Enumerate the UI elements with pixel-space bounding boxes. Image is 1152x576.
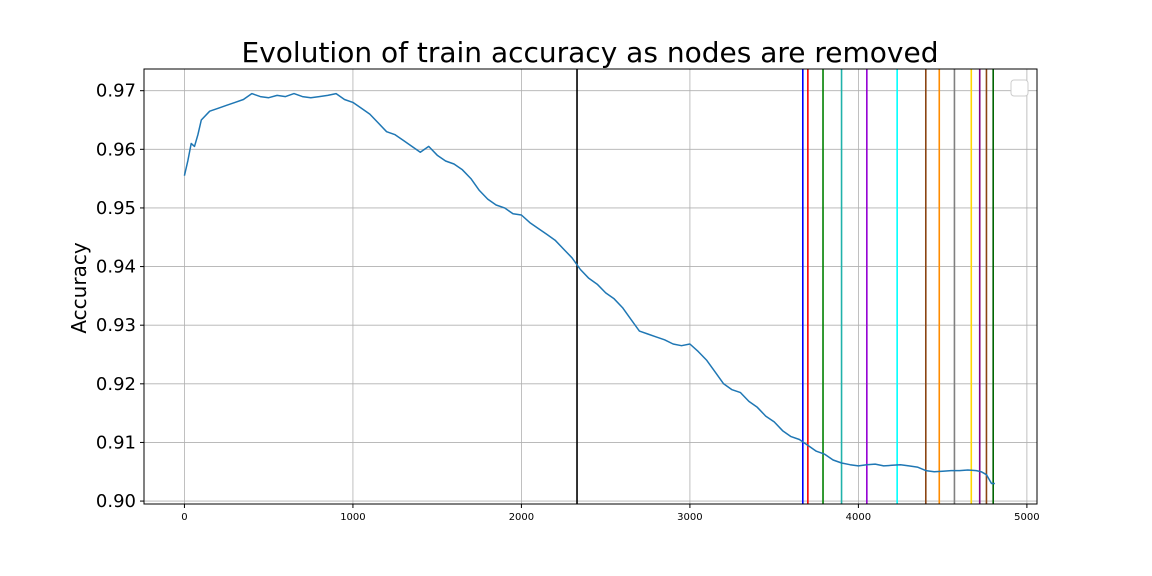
series-group — [183, 92, 995, 485]
x-tick-label: 3000 — [677, 512, 702, 523]
y-tick-label: 0.91 — [96, 432, 136, 453]
chart-title: Evolution of train accuracy as nodes are… — [242, 36, 939, 69]
y-tick-label: 0.97 — [96, 81, 136, 102]
x-axis-ticks: 0 1000 2000 3000 4000 5000 — [181, 504, 1040, 523]
y-tick-label: 0.96 — [96, 139, 136, 160]
x-tick-label: 2000 — [509, 512, 534, 523]
legend-box — [1010, 79, 1029, 97]
y-axis-label: Accuracy — [67, 242, 91, 333]
x-tick-label: 0 — [181, 512, 187, 523]
y-tick-label: 0.94 — [96, 257, 136, 278]
y-tick-label: 0.95 — [96, 198, 136, 219]
plot-frame — [143, 68, 1038, 505]
y-tick-label: 0.92 — [96, 374, 136, 395]
y-axis-ticks: 0.90 0.91 0.92 0.93 0.94 0.95 0.96 0.97 — [96, 81, 144, 512]
accuracy-series-line — [183, 92, 995, 485]
x-tick-label: 1000 — [340, 512, 365, 523]
marker-lines — [576, 69, 994, 504]
x-tick-label: 4000 — [846, 512, 871, 523]
x-tick-label: 5000 — [1014, 512, 1039, 523]
y-tick-label: 0.90 — [96, 491, 136, 512]
y-tick-label: 0.93 — [96, 315, 136, 336]
grid — [144, 69, 1037, 504]
